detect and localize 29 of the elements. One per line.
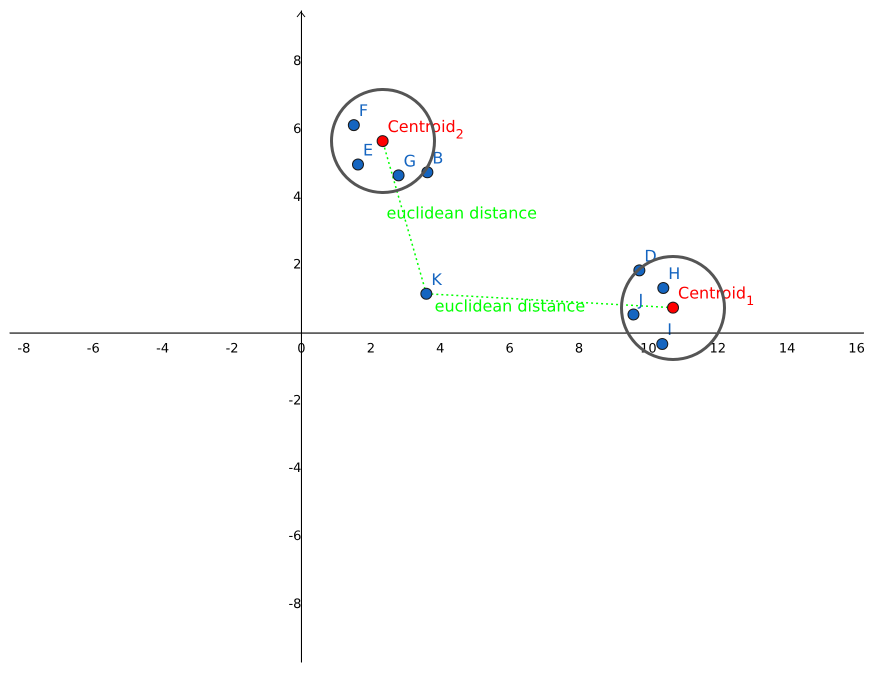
x-tick-label: 8 (574, 341, 584, 356)
x-tick-label: -2 (226, 341, 239, 356)
x-tick-label: 6 (505, 341, 514, 356)
y-tick-label: 6 (293, 122, 302, 137)
annotation: H (668, 264, 680, 283)
annotation: J (637, 290, 644, 310)
x-tick-label: 14 (778, 341, 796, 356)
annotation: euclidean distance (386, 203, 537, 222)
annotation: I (667, 320, 672, 339)
annotation: E (362, 140, 374, 160)
x-tick-label: -6 (86, 341, 100, 356)
x-tick-label: 2 (366, 341, 375, 356)
x-tick-label: -4 (156, 341, 170, 356)
annotation: B (432, 148, 444, 168)
annotation: euclidean distance (434, 296, 586, 316)
annotation: K (431, 270, 442, 289)
annotation: G (404, 151, 416, 170)
x-tick-label: 16 (848, 341, 865, 356)
annotation: F (358, 101, 368, 120)
y-tick-label: -2 (288, 393, 302, 408)
y-tick-label: -8 (288, 596, 302, 612)
y-tick-label: -6 (288, 529, 302, 544)
x-tick-label: 4 (436, 341, 444, 356)
y-tick-label: 2 (293, 258, 302, 273)
y-tick-label: 8 (293, 54, 302, 70)
y-tick-label: 4 (293, 190, 302, 205)
y-tick-label: -4 (288, 461, 302, 476)
x-tick-label: 12 (710, 341, 726, 356)
x-tick-label: -8 (17, 341, 30, 356)
